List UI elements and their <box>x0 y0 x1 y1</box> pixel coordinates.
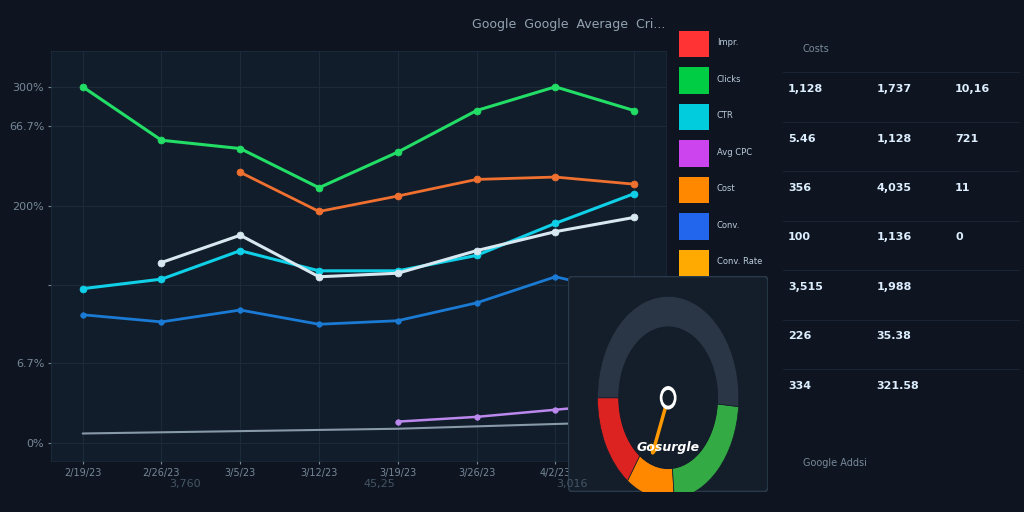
Text: 4,035: 4,035 <box>877 183 911 193</box>
Text: CTR: CTR <box>717 111 733 120</box>
Text: Conv.: Conv. <box>717 221 740 229</box>
Text: 1,737: 1,737 <box>877 84 911 94</box>
Text: 0: 0 <box>955 232 963 243</box>
Text: Avg CPC: Avg CPC <box>717 147 752 157</box>
Circle shape <box>664 391 673 405</box>
Wedge shape <box>628 456 675 499</box>
Text: 721: 721 <box>955 134 979 143</box>
FancyBboxPatch shape <box>680 177 709 203</box>
FancyBboxPatch shape <box>680 67 709 94</box>
Text: Clicks: Clicks <box>717 75 741 83</box>
Text: 356: 356 <box>788 183 811 193</box>
Text: 100: 100 <box>788 232 811 243</box>
Text: Costs: Costs <box>803 44 829 54</box>
Text: 321.58: 321.58 <box>877 381 920 391</box>
Text: 5.46: 5.46 <box>788 134 816 143</box>
Wedge shape <box>598 398 640 481</box>
Text: Google  Google  Average  Cri...: Google Google Average Cri... <box>472 18 666 31</box>
FancyBboxPatch shape <box>680 140 709 167</box>
Text: Gosurgle: Gosurgle <box>637 441 699 454</box>
Text: 35.38: 35.38 <box>877 331 911 342</box>
Text: 11: 11 <box>955 183 971 193</box>
Text: 226: 226 <box>788 331 811 342</box>
Text: 1,988: 1,988 <box>877 282 912 292</box>
Wedge shape <box>673 404 738 499</box>
Text: 3,016: 3,016 <box>557 479 588 489</box>
Text: 10,16: 10,16 <box>955 84 990 94</box>
FancyBboxPatch shape <box>680 249 709 276</box>
FancyBboxPatch shape <box>568 276 768 492</box>
Text: 45,25: 45,25 <box>362 479 395 489</box>
Circle shape <box>660 387 676 409</box>
FancyBboxPatch shape <box>680 103 709 130</box>
Text: Impr.: Impr. <box>717 38 738 47</box>
Wedge shape <box>598 296 738 407</box>
Text: 1,128: 1,128 <box>877 134 911 143</box>
Text: Conv. Rate: Conv. Rate <box>717 257 762 266</box>
Text: Cost: Cost <box>717 184 735 193</box>
Text: 1,128: 1,128 <box>788 84 823 94</box>
Text: Google Addsi: Google Addsi <box>803 458 866 468</box>
FancyBboxPatch shape <box>680 213 709 240</box>
Circle shape <box>620 327 717 468</box>
Text: 3,515: 3,515 <box>788 282 823 292</box>
Text: 3,760: 3,760 <box>170 479 201 489</box>
Text: 334: 334 <box>788 381 811 391</box>
Text: 1,136: 1,136 <box>877 232 911 243</box>
FancyBboxPatch shape <box>680 31 709 57</box>
